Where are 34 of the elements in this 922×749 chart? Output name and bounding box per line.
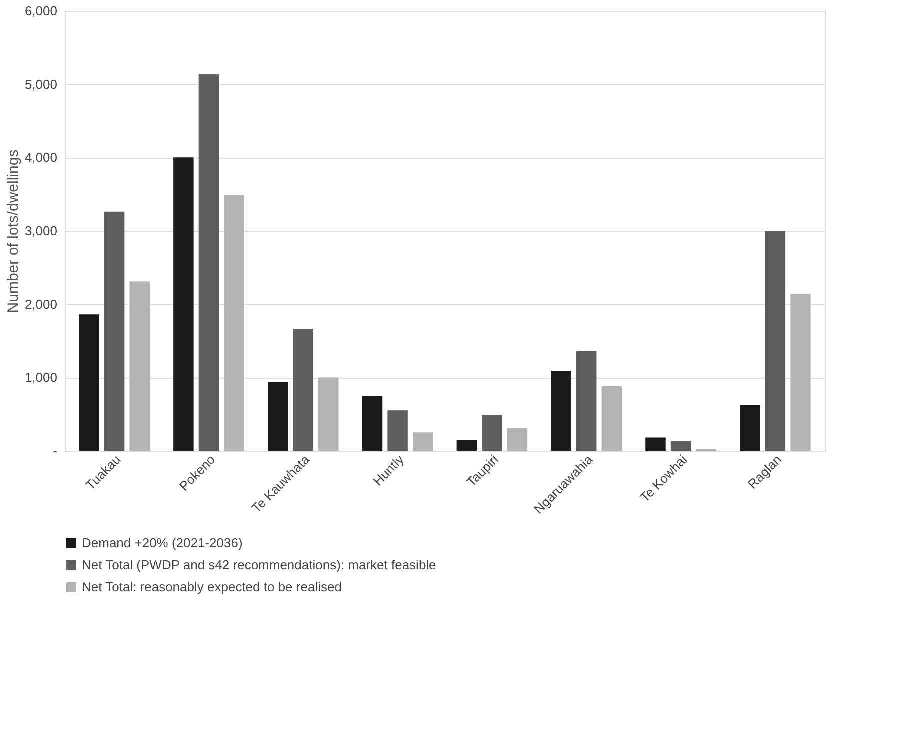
legend-label: Demand +20% (2021-2036) [82, 536, 243, 550]
bar [412, 432, 434, 451]
bar [740, 406, 760, 451]
bar [362, 396, 383, 451]
bar [482, 415, 502, 451]
y-axis-title: Number of lots/dwellings [4, 150, 22, 314]
y-tick-label: 3,000 [24, 224, 58, 238]
bar [670, 441, 692, 451]
bar [79, 314, 100, 451]
bar [456, 440, 478, 451]
bar [507, 428, 528, 451]
legend-label: Net Total: reasonably expected to be realised [82, 580, 342, 594]
bar [104, 212, 125, 451]
bar [551, 371, 572, 451]
y-tick-label: 6,000 [24, 4, 58, 18]
bar [646, 438, 666, 451]
y-tick-label: 2,000 [24, 296, 58, 312]
bar [224, 195, 244, 451]
y-tick-label: 4,000 [24, 150, 58, 166]
y-tick-label: 1,000 [24, 370, 58, 386]
bar [765, 231, 786, 451]
y-tick-label: 5,000 [24, 76, 58, 92]
bar [576, 351, 597, 451]
bar [130, 282, 150, 451]
bar [602, 386, 622, 451]
bar [790, 294, 811, 451]
bar [268, 382, 288, 451]
bar [174, 158, 194, 451]
bar [293, 329, 314, 451]
bar [198, 74, 220, 451]
legend-label: Net Total (PWDP and s42 recommendations): market feasible [82, 558, 436, 572]
bar [318, 378, 339, 451]
bar [388, 410, 408, 451]
y-tick-label: - [53, 444, 58, 458]
